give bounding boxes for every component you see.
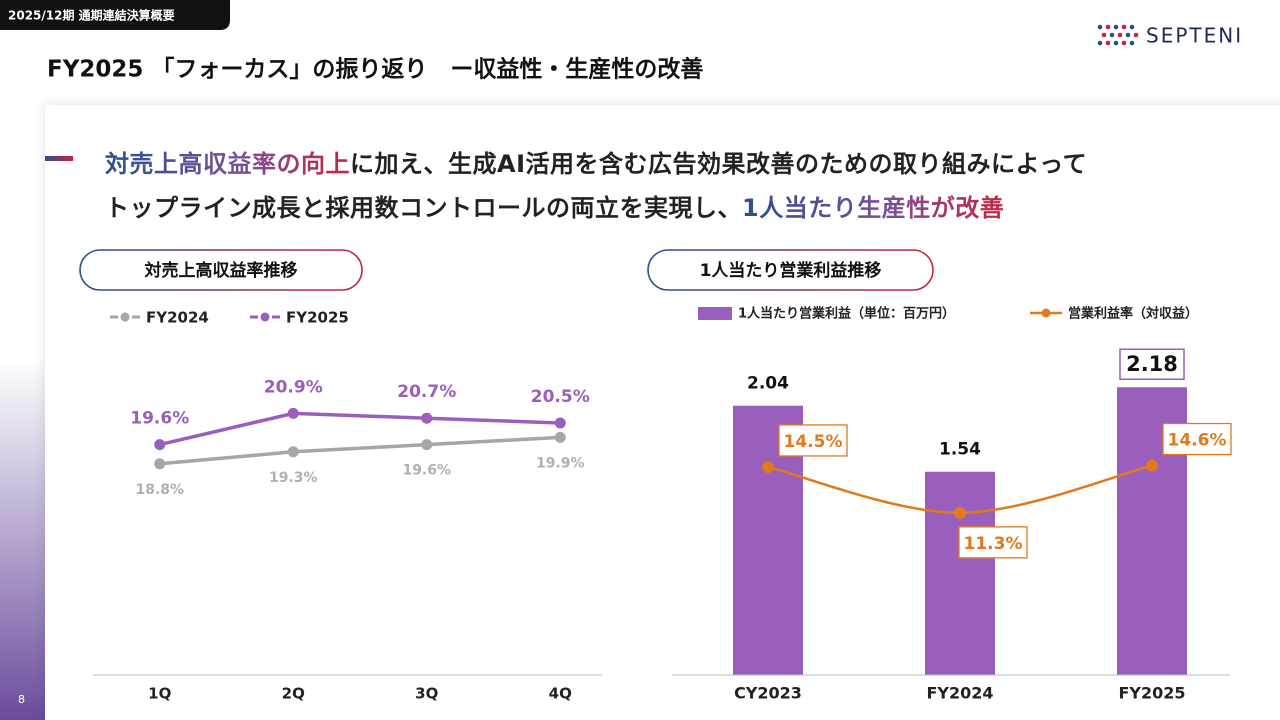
point (154, 458, 166, 470)
logo-text: SEPTENI (1146, 24, 1243, 48)
logo-dots (1097, 24, 1139, 46)
header-tab (0, 0, 230, 30)
value-label: 11.3% (964, 534, 1023, 554)
legend-marker (1041, 308, 1051, 318)
point (1146, 459, 1158, 472)
value-label-box (958, 526, 1028, 559)
value-label-box (1162, 422, 1232, 456)
headline-segment: トップライン成長と採用数コントロールの両立を実現し、 (105, 194, 742, 222)
point (762, 460, 774, 473)
x-tick-label: 3Q (415, 685, 438, 703)
headline-line: 対売上高収益率の向上に加え、生成AI活用を含む広告効果改善のための取り組みによっ… (105, 144, 1087, 179)
header-tag: 2025/12期 通期連結決算概要 (8, 8, 175, 23)
content-card (45, 105, 1280, 720)
point (287, 446, 299, 458)
legend-label: 1人当たり営業利益（単位：百万円） (738, 306, 955, 322)
value-label: 14.5% (784, 432, 843, 452)
series-line (159, 411, 561, 447)
side-strip (0, 360, 45, 720)
series-line (159, 435, 561, 466)
x-tick-label: 1Q (148, 685, 171, 703)
headline-segment: 1人当たり生産性が改善 (742, 194, 1005, 222)
value-label-box (1119, 348, 1185, 380)
value-label-box (778, 424, 848, 457)
slide-title: FY2025 「フォーカス」の振り返り ー収益性・生産性の改善 (47, 56, 703, 83)
value-label: 14.6% (1168, 431, 1227, 451)
point (421, 439, 433, 451)
legend-label: FY2024 (146, 309, 209, 327)
value-label: 19.6% (402, 463, 451, 479)
value-label: 18.8% (135, 482, 184, 498)
point (954, 506, 966, 519)
chart-title-pill (647, 249, 934, 291)
x-tick-label: FY2025 (1118, 684, 1185, 703)
point (421, 412, 433, 424)
headline-marker (45, 156, 73, 161)
chart-title: 1人当たり営業利益推移 (700, 260, 882, 281)
legend-marker (260, 312, 270, 322)
legend-label: FY2025 (286, 309, 349, 327)
point (554, 431, 566, 443)
value-label: 19.6% (130, 409, 189, 429)
headline-segment: に加え、生成AI活用を含む広告効果改善のための取り組みによって (350, 150, 1088, 178)
value-label: 20.5% (531, 387, 590, 407)
value-label: 2.04 (747, 374, 789, 394)
x-tick-label: CY2023 (734, 684, 802, 703)
page-number: 8 (18, 693, 25, 706)
value-label: 1.54 (939, 440, 981, 460)
value-label: 19.9% (536, 455, 585, 471)
bar (925, 471, 995, 675)
value-label: 2.18 (1126, 352, 1178, 376)
x-tick-label: 4Q (549, 685, 572, 703)
headline-segment: 対売上高収益率の向上 (105, 150, 350, 178)
legend-marker (120, 312, 130, 322)
legend-label: 営業利益率（対収益） (1068, 306, 1198, 322)
x-tick-label: 2Q (282, 685, 305, 703)
point (554, 417, 566, 429)
chart-title: 対売上高収益率推移 (144, 260, 298, 281)
value-label: 19.3% (269, 470, 318, 486)
value-label: 20.9% (264, 377, 323, 397)
x-tick-label: FY2024 (926, 684, 993, 703)
legend-swatch (698, 307, 732, 320)
point (287, 407, 299, 419)
headline-line: トップライン成長と採用数コントロールの両立を実現し、1人当たり生産性が改善 (105, 188, 1004, 223)
chart-title-pill (79, 249, 363, 291)
point (154, 439, 166, 451)
value-label: 20.7% (397, 382, 456, 402)
